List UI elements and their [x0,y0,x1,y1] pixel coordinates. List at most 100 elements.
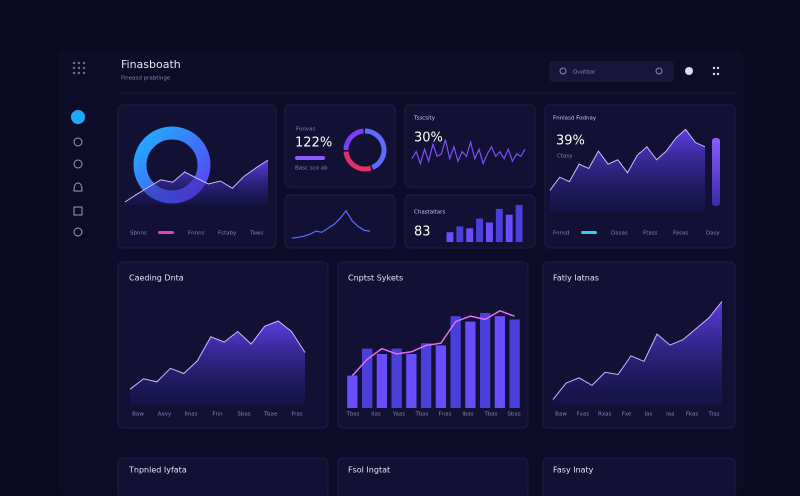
card-title: Cnptst Sykets [348,274,403,283]
app-title: Finasboath [121,58,181,71]
bar [466,228,474,242]
x-axis-label: Ibas [462,412,473,418]
bar [420,343,432,408]
nav-icon[interactable] [73,159,83,169]
bar [495,208,503,242]
card-title: Caeding Dnta [129,274,184,283]
bar [509,319,520,408]
card-caption: Basc sco ab [295,166,328,172]
donut-segment [343,128,364,151]
x-axis-label: Ilas [371,412,381,418]
area-fill [125,160,268,205]
x-axis-label: Fxe [622,412,632,418]
bar [456,226,464,242]
menu-icon[interactable] [72,61,86,75]
x-axis-label: Baw [555,412,567,418]
x-axis-label: Fxas [577,412,590,418]
x-axis-label: Yaas [392,412,405,418]
area-line [129,320,306,390]
card-title: Tsscsity [413,116,436,122]
legend-label: Ftass [643,231,658,237]
card-title: Fatly Iatnas [553,274,599,283]
card-title: Fnnlasd Fodnay [553,116,597,122]
x-axis-label: Fnas [439,412,452,418]
area-fill [130,321,305,405]
kpi-value: 30% [414,131,443,146]
legend-swatch [581,231,597,234]
more-icon[interactable] [712,66,720,76]
bar [485,222,493,242]
card [117,457,329,496]
x-axis-label: Tbae [263,412,278,418]
legend-label: Fnnns [188,231,205,237]
area-line [124,159,269,203]
x-axis-label: Fkas [686,412,699,418]
x-axis-label: Ilnas [185,412,198,418]
legend-label: Dasy [706,231,720,237]
x-axis-label: Sbas [237,412,250,418]
x-axis-label: Fras [291,412,302,418]
x-axis-label: Tbas [483,412,497,418]
card [337,457,529,496]
bar [446,232,454,242]
legend-swatch [158,231,174,234]
x-axis-label: Rxas [598,412,611,418]
bar [391,348,402,408]
legend-label: Fasas [673,231,688,237]
card-title: Fasy Inaty [553,466,594,475]
legend-label: Fstaby [218,231,237,237]
bar [435,345,447,408]
legend-label: Taws [249,231,263,237]
bar [494,316,506,408]
card-title: Fsol Ingtat [348,466,390,475]
x-axis-label: Aavy [158,412,172,418]
card [542,457,736,496]
kpi-value: 122% [295,136,332,151]
legend-label: Dasas [611,231,628,237]
donut-segment [364,128,387,170]
bar [450,316,461,408]
bar [347,375,358,408]
card-title: Chastaltars [414,210,445,216]
app-subtitle: Fineasd prabtinge [121,76,171,82]
user-icon[interactable] [685,67,693,75]
x-axis-label: Sbas [507,412,520,418]
donut-segment [343,151,372,172]
bar [515,204,523,242]
search-button[interactable] [655,67,663,75]
x-axis-label: Ias [644,412,652,418]
card-title: Fonvas [296,127,315,133]
kpi-value: 39% [556,134,585,149]
legend-label: Sbnns [130,231,147,237]
nav-icon[interactable] [73,227,83,237]
line [411,139,526,166]
x-axis-label: Tbas [345,412,359,418]
card-title: Tnpnled Iyfata [128,466,187,475]
card-caption: Ctasy [557,154,573,160]
area-fill [553,301,722,405]
nav-icon[interactable] [73,206,83,216]
x-axis-label: Iaa [666,412,674,418]
sidebar [71,61,86,237]
line [291,209,371,239]
line [351,309,515,377]
x-axis-label: Tlas [707,412,719,418]
bar [479,312,491,408]
area-line [549,128,706,191]
nav-icon[interactable] [73,137,83,147]
nav-home[interactable] [71,110,85,124]
bar [361,348,373,408]
bar [465,321,476,408]
bar [406,354,417,408]
progress-bar [295,156,325,160]
search-placeholder: Quatbar [573,70,596,76]
legend-label: Fnnsd [553,231,570,237]
bar [505,214,513,242]
x-axis-label: Tbas [414,412,428,418]
area-line [552,301,723,400]
search-box[interactable] [549,61,674,82]
card [284,194,396,249]
nav-icon[interactable] [73,182,83,192]
